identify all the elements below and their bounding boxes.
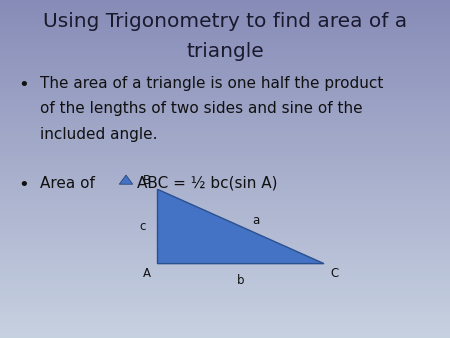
Text: Using Trigonometry to find area of a: Using Trigonometry to find area of a	[43, 12, 407, 31]
Text: •: •	[18, 76, 29, 94]
Text: c: c	[140, 220, 146, 233]
Text: ABC = ½ bc(sin A): ABC = ½ bc(sin A)	[137, 176, 278, 191]
Text: of the lengths of two sides and sine of the: of the lengths of two sides and sine of …	[40, 101, 363, 116]
Text: A: A	[143, 267, 151, 280]
Text: triangle: triangle	[186, 42, 264, 61]
Text: B: B	[143, 174, 151, 187]
Text: The area of a triangle is one half the product: The area of a triangle is one half the p…	[40, 76, 384, 91]
Text: a: a	[252, 214, 259, 227]
Text: b: b	[237, 274, 244, 287]
Polygon shape	[158, 189, 324, 264]
Text: C: C	[331, 267, 339, 280]
Text: •: •	[18, 176, 29, 194]
Polygon shape	[119, 175, 133, 184]
Text: Area of: Area of	[40, 176, 100, 191]
Text: included angle.: included angle.	[40, 127, 158, 142]
